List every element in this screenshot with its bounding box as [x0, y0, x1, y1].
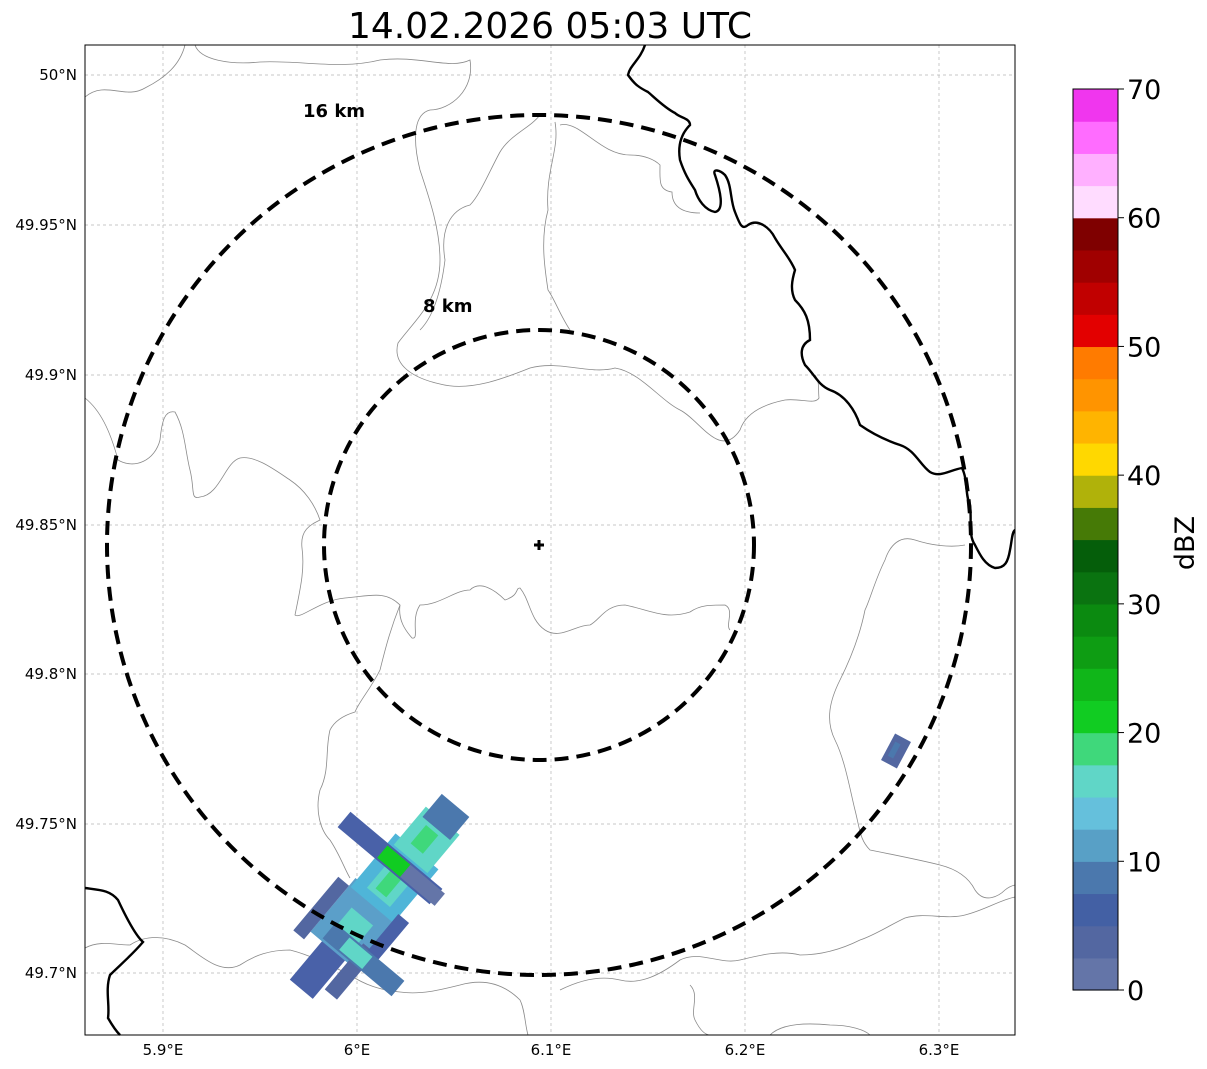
echo-cluster-northeast-arm [337, 811, 445, 906]
latitude-ticks: 50°N 49.95°N 49.9°N 49.85°N 49.8°N 49.75°N 49.… [15, 66, 77, 982]
boundary-line [559, 124, 701, 214]
colorbar-swatch [1073, 282, 1118, 315]
colorbar-swatch [1073, 185, 1118, 219]
boundary-line [317, 604, 401, 879]
echo-cell [366, 914, 410, 962]
colorbar-swatch [1073, 957, 1118, 991]
longitude-tick-label: 6.2°E [725, 1041, 766, 1059]
radar-center-marker [534, 540, 544, 550]
colorbar-tick-label: 10 [1127, 847, 1161, 878]
longitude-tick-label: 6.3°E [919, 1041, 960, 1059]
echo-cell [400, 864, 445, 906]
colorbar-tick-label: 0 [1127, 976, 1144, 1007]
boundary-line [559, 896, 1016, 991]
map-area: 16 km 8 km [84, 44, 1016, 1036]
colorbar-tick-label: 60 [1127, 204, 1161, 235]
map-frame [84, 44, 1016, 1036]
longitude-tick-label: 6°E [344, 1041, 371, 1059]
colorbar-swatch [1073, 700, 1118, 734]
colorbar-tick-label: 50 [1127, 332, 1161, 363]
boundary-line [689, 984, 711, 1036]
colorbar-swatch [1073, 796, 1118, 830]
boundary-line [194, 44, 820, 442]
echo-cell [887, 741, 901, 759]
colorbar-swatch [1073, 507, 1118, 541]
colorbar-swatch [1073, 539, 1118, 573]
latitude-tick-label: 49.75°N [15, 815, 77, 833]
radar-echoes [289, 733, 911, 1000]
boundary-line [84, 397, 731, 639]
colorbar-swatch [1073, 314, 1118, 348]
border-line [626, 44, 1016, 570]
colorbar-label: dBZ [1170, 516, 1201, 570]
echo-cluster-south-arm [322, 923, 405, 997]
echo-cluster-east [881, 733, 911, 769]
colorbar-ticks: 0 10 20 30 40 50 60 70 [1118, 75, 1161, 1007]
colorbar-swatch [1073, 475, 1118, 508]
colorbar-swatch [1073, 764, 1118, 798]
colorbar-tick-label: 70 [1127, 75, 1161, 106]
echo-cell [377, 845, 411, 877]
longitude-tick-label: 5.9°E [143, 1041, 184, 1059]
colorbar: 0 10 20 30 40 50 60 70 dBZ [1072, 75, 1201, 1007]
echo-cell [339, 937, 373, 969]
latitude-tick-label: 49.95°N [15, 216, 77, 234]
boundary-line [769, 1023, 871, 1036]
latitude-tick-label: 49.85°N [15, 516, 77, 534]
colorbar-swatch [1073, 346, 1118, 380]
colorbar-swatch [1073, 925, 1118, 959]
colorbar-swatch [1073, 861, 1118, 895]
colorbar-swatch [1073, 217, 1118, 251]
range-ring-8km [322, 328, 756, 762]
colorbar-swatch [1073, 603, 1118, 637]
boundary-line [419, 114, 541, 331]
latitude-tick-label: 49.8°N [25, 665, 77, 683]
colorbar-tick-label: 40 [1127, 461, 1161, 492]
colorbar-swatch [1073, 668, 1118, 701]
range-rings: 16 km 8 km [105, 101, 973, 977]
colorbar-swatches [1073, 89, 1118, 991]
colorbar-swatch [1073, 249, 1118, 283]
latitude-tick-label: 50°N [39, 66, 77, 84]
echo-cell [293, 876, 350, 940]
colorbar-swatch [1073, 893, 1118, 927]
boundary-line [84, 44, 186, 98]
colorbar-swatch [1073, 442, 1118, 476]
range-ring-16km [105, 113, 973, 977]
boundary-line [829, 538, 1016, 899]
colorbar-swatch [1073, 153, 1118, 187]
latitude-tick-label: 49.7°N [25, 964, 77, 982]
latitude-tick-label: 49.9°N [25, 366, 77, 384]
graticule [85, 45, 1015, 1035]
echo-cell [410, 825, 439, 854]
colorbar-swatch [1073, 636, 1118, 669]
boundary-line [543, 121, 571, 331]
border-line [84, 886, 145, 1036]
colorbar-swatch [1073, 829, 1118, 862]
echo-cell [422, 793, 470, 840]
colorbar-swatch [1073, 121, 1118, 154]
range-ring-label-8km: 8 km [423, 296, 473, 317]
national-border [84, 44, 1016, 1036]
colorbar-swatch [1073, 89, 1118, 122]
colorbar-swatch [1073, 732, 1118, 766]
colorbar-swatch [1073, 378, 1118, 412]
longitude-ticks: 5.9°E 6°E 6.1°E 6.2°E 6.3°E [143, 1041, 960, 1059]
colorbar-frame [1072, 88, 1119, 991]
colorbar-swatch [1073, 410, 1118, 444]
map-title: 14.02.2026 05:03 UTC [348, 6, 752, 47]
colorbar-tick-label: 20 [1127, 719, 1161, 750]
colorbar-tick-label: 30 [1127, 590, 1161, 621]
colorbar-swatch [1073, 571, 1118, 605]
map-background [85, 45, 1015, 1035]
range-ring-label-16km: 16 km [303, 101, 365, 122]
longitude-tick-label: 6.1°E [531, 1041, 572, 1059]
